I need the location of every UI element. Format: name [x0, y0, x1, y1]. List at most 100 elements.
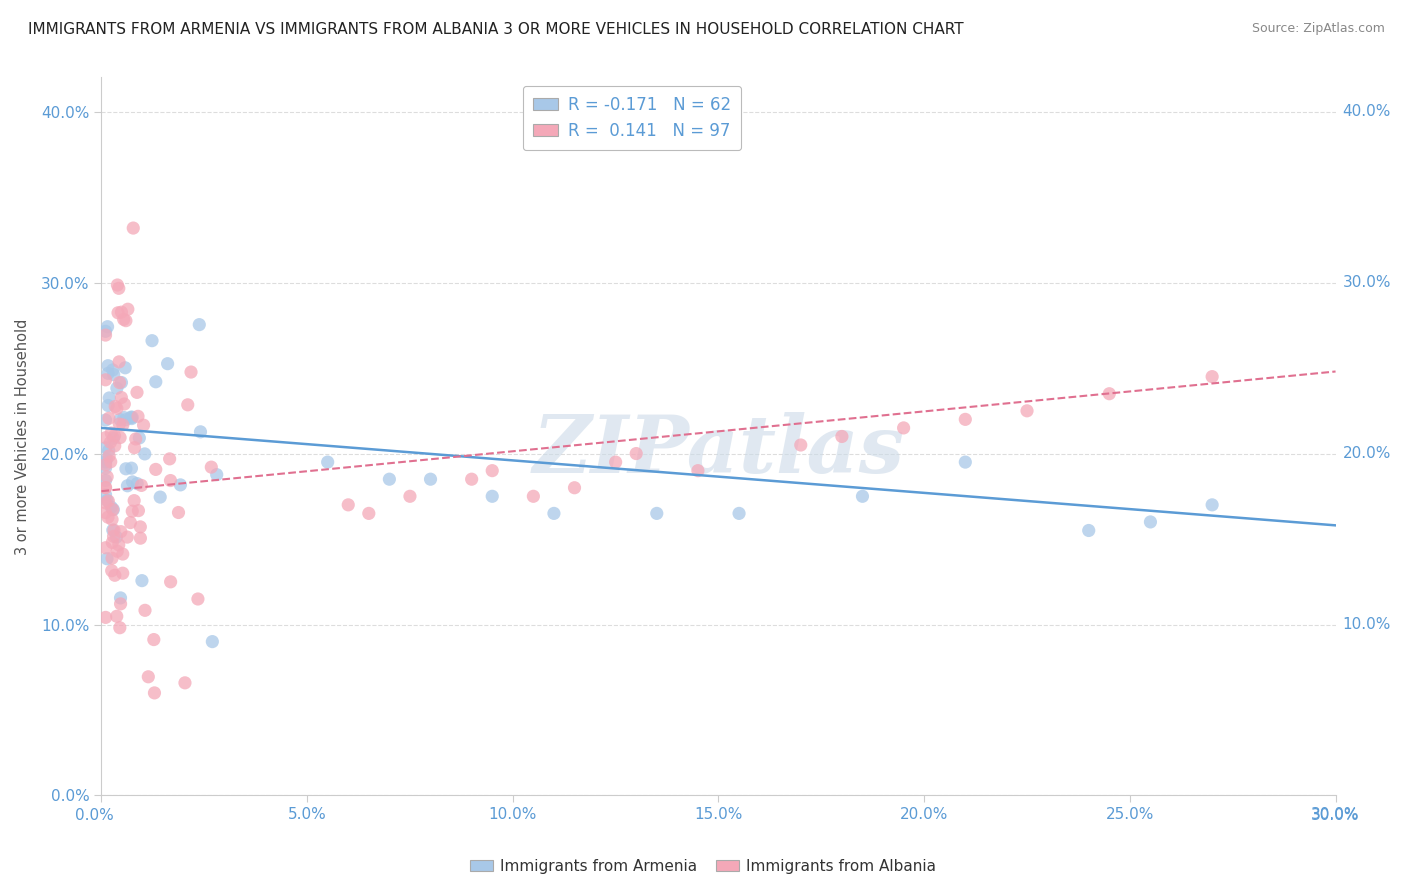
- Point: [107, 538, 129, 552]
- Point: [105, 530, 128, 544]
- Point: [100, 455, 122, 469]
- Point: [111, 566, 134, 581]
- Point: [94, 373, 117, 387]
- Point: [94, 328, 117, 343]
- Point: [101, 551, 124, 566]
- Point: [129, 531, 152, 545]
- Point: [100, 425, 122, 440]
- Point: [114, 360, 136, 375]
- Text: ZIPatlas: ZIPatlas: [533, 412, 904, 490]
- Point: [522, 489, 544, 503]
- Point: [955, 455, 977, 469]
- Point: [101, 363, 124, 377]
- Point: [104, 568, 127, 582]
- Point: [101, 523, 124, 537]
- Point: [105, 381, 128, 395]
- Point: [101, 535, 124, 549]
- Point: [108, 431, 131, 445]
- Point: [134, 447, 156, 461]
- Point: [790, 438, 813, 452]
- Point: [120, 516, 142, 530]
- Point: [100, 500, 122, 515]
- Point: [125, 385, 148, 400]
- Point: [110, 376, 132, 390]
- Point: [97, 399, 120, 413]
- Point: [103, 502, 125, 516]
- Point: [117, 530, 139, 544]
- Point: [105, 401, 128, 416]
- Point: [112, 410, 135, 425]
- Point: [686, 464, 709, 478]
- Point: [94, 506, 117, 520]
- Point: [94, 455, 117, 469]
- Point: [156, 357, 179, 371]
- Point: [114, 413, 136, 427]
- Point: [141, 334, 163, 348]
- Point: [108, 621, 131, 635]
- Point: [125, 432, 148, 446]
- Point: [121, 475, 143, 489]
- Point: [108, 412, 131, 426]
- Point: [103, 523, 125, 537]
- Point: [337, 498, 360, 512]
- Point: [107, 306, 129, 320]
- Point: [98, 391, 121, 405]
- Point: [1201, 369, 1223, 384]
- Point: [121, 410, 143, 425]
- Point: [316, 455, 339, 469]
- Point: [94, 481, 117, 495]
- Point: [94, 474, 117, 488]
- Point: [97, 411, 120, 425]
- Point: [187, 592, 209, 607]
- Point: [159, 474, 181, 488]
- Point: [1098, 386, 1121, 401]
- Point: [103, 529, 125, 543]
- Point: [1015, 404, 1038, 418]
- Point: [110, 391, 132, 405]
- Point: [142, 632, 165, 647]
- Text: 10.0%: 10.0%: [1343, 617, 1391, 632]
- Point: [107, 281, 129, 295]
- Point: [110, 305, 132, 319]
- Point: [97, 510, 120, 524]
- Point: [117, 479, 139, 493]
- Point: [107, 278, 129, 293]
- Point: [378, 472, 401, 486]
- Point: [831, 429, 853, 443]
- Point: [149, 490, 172, 504]
- Point: [357, 507, 380, 521]
- Point: [112, 312, 135, 326]
- Point: [101, 512, 124, 526]
- Point: [200, 460, 222, 475]
- Point: [851, 489, 873, 503]
- Text: 30.0%: 30.0%: [1312, 808, 1360, 823]
- Point: [543, 507, 565, 521]
- Point: [94, 441, 117, 455]
- Point: [103, 368, 125, 382]
- Point: [1201, 498, 1223, 512]
- Point: [624, 446, 647, 460]
- Point: [111, 417, 134, 432]
- Point: [94, 324, 117, 338]
- Point: [120, 410, 142, 425]
- Point: [108, 376, 131, 390]
- Point: [122, 493, 145, 508]
- Point: [94, 541, 117, 555]
- Point: [98, 449, 121, 463]
- Point: [136, 670, 159, 684]
- Point: [96, 452, 118, 467]
- Point: [190, 425, 212, 439]
- Point: [180, 365, 202, 379]
- Point: [893, 421, 915, 435]
- Point: [97, 494, 120, 508]
- Point: [174, 676, 197, 690]
- Point: [94, 481, 117, 495]
- Point: [159, 574, 181, 589]
- Point: [97, 443, 120, 458]
- Text: Source: ZipAtlas.com: Source: ZipAtlas.com: [1251, 22, 1385, 36]
- Point: [100, 435, 122, 450]
- Point: [105, 609, 128, 624]
- Point: [115, 313, 138, 327]
- Point: [110, 591, 132, 605]
- Point: [145, 375, 167, 389]
